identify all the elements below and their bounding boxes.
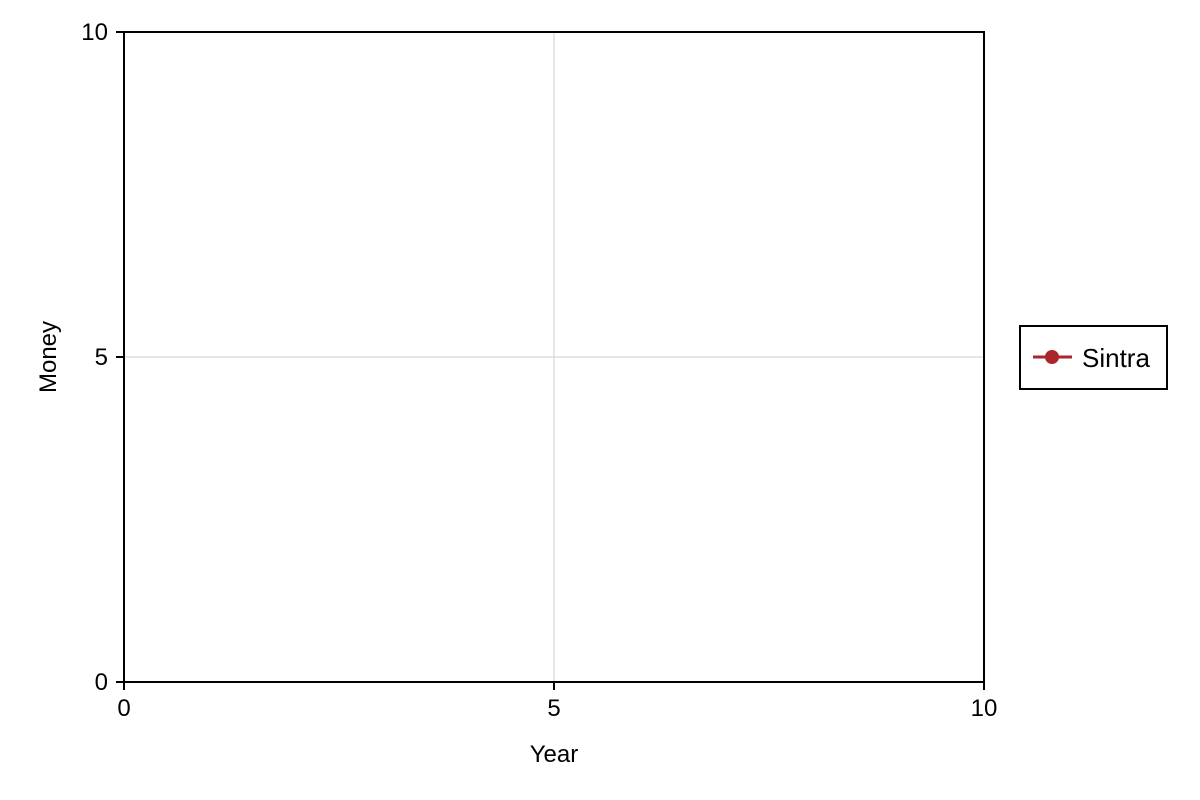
x-axis-label: Year	[530, 741, 579, 768]
legend: Sintra	[1019, 325, 1168, 390]
legend-label-sintra: Sintra	[1082, 343, 1150, 373]
x-tick-label-1: 5	[547, 695, 560, 722]
legend-marker-sintra	[1045, 350, 1059, 364]
y-tick-label-1: 5	[95, 344, 108, 371]
x-tick-label-0: 0	[117, 695, 130, 722]
x-axis-ticks: 0 5 10	[117, 682, 997, 722]
y-tick-label-0: 0	[95, 669, 108, 696]
grid	[124, 32, 984, 682]
y-axis-ticks: 0 5 10	[81, 19, 124, 696]
y-axis-label: Money	[35, 321, 62, 393]
x-tick-label-2: 10	[971, 695, 998, 722]
y-tick-label-2: 10	[81, 19, 108, 46]
